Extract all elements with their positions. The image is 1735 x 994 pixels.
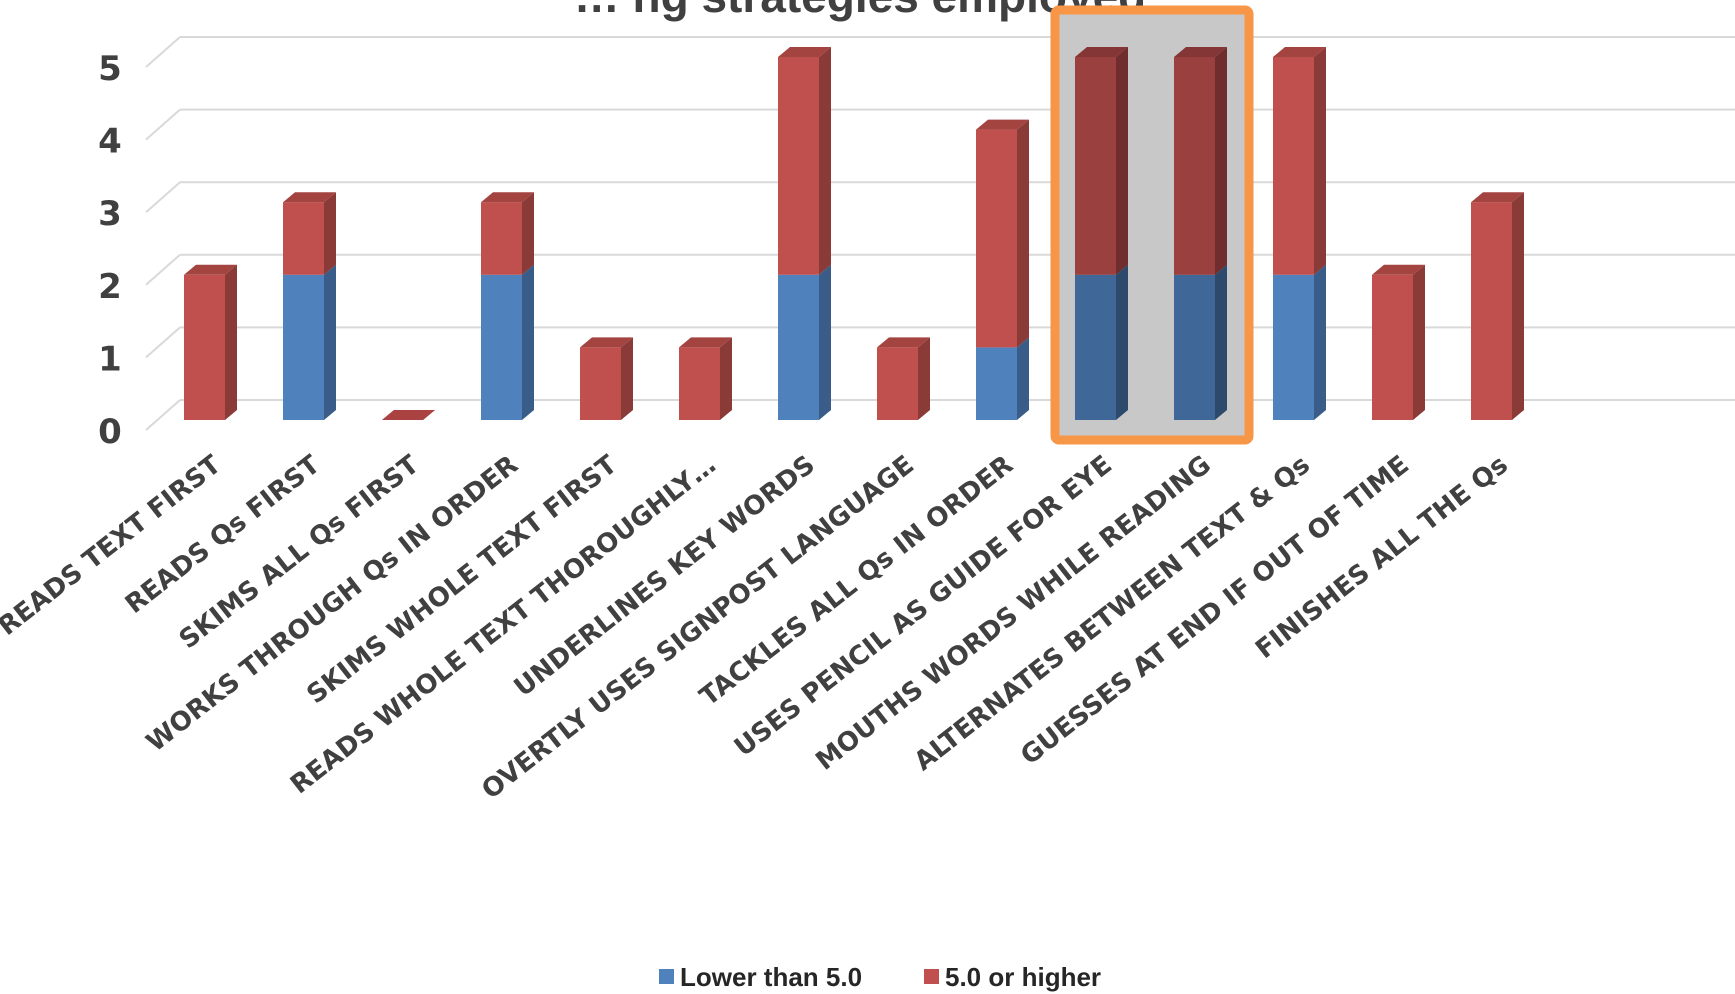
bar-zero [382, 410, 435, 420]
bar-segment [481, 264, 534, 420]
bar-front [877, 347, 918, 420]
y-tick-label: 2 [98, 267, 122, 307]
bar-side [225, 264, 237, 420]
bar-segment [778, 47, 831, 275]
bar-front [283, 274, 324, 420]
bar-side [1512, 192, 1524, 420]
bar-side [1314, 264, 1326, 420]
bar-top [877, 337, 930, 348]
bar-front [976, 129, 1017, 348]
bar-segment [283, 192, 336, 275]
bar-top [481, 192, 534, 203]
y-tick-label: 3 [98, 194, 122, 234]
gridline-diagonal [145, 181, 181, 213]
bar-segment [679, 337, 732, 420]
bar-front [481, 274, 522, 420]
y-tick-label: 1 [98, 339, 122, 379]
x-tick-label: WORKS THROUGH Qs IN ORDER [141, 450, 524, 758]
bar-front [1174, 274, 1215, 420]
bar-top [679, 337, 732, 348]
bar-front [778, 57, 819, 275]
bar-segment [1471, 192, 1524, 420]
bar-front [1075, 57, 1116, 275]
gridline-diagonal [145, 326, 181, 359]
bar-side [918, 337, 930, 420]
bar-front [1075, 274, 1116, 420]
gridline-diagonal [145, 108, 181, 141]
bar-side [1116, 264, 1128, 420]
bar-side [522, 192, 534, 275]
bar-front [283, 202, 324, 275]
bar-side [720, 337, 732, 420]
bar-front [481, 202, 522, 275]
y-tick-label: 0 [98, 412, 122, 452]
bar-top [976, 119, 1029, 130]
gridline-diagonal [145, 399, 181, 431]
bar-top [580, 337, 633, 348]
legend-swatch [659, 969, 674, 984]
bar-segment [1372, 264, 1425, 420]
bar-segment [481, 192, 534, 275]
bar-front [976, 347, 1017, 420]
bar-segment [1273, 47, 1326, 275]
gridline-diagonal [145, 254, 181, 286]
bar-top [1174, 47, 1227, 57]
bar-segment [283, 264, 336, 420]
gridline-diagonal [145, 36, 181, 68]
bar-top [283, 192, 336, 203]
legend-label: 5.0 or higher [945, 962, 1101, 992]
chart-title: … ng strategies employed [574, 0, 1147, 22]
bar-front [1273, 274, 1314, 420]
bar-side [819, 47, 831, 275]
bar-top [1471, 192, 1524, 203]
bar-segment [1174, 47, 1227, 275]
bar-segment [1174, 264, 1227, 420]
bar-front [1372, 274, 1413, 420]
bar-front [1273, 57, 1314, 275]
bar-segment [184, 264, 237, 420]
bar-top [184, 264, 237, 275]
bar-side [819, 264, 831, 420]
bar-front [580, 347, 621, 420]
bar-side [1017, 337, 1029, 420]
bar-top [1273, 47, 1326, 57]
bar-front [1174, 57, 1215, 275]
bar-segment [877, 337, 930, 420]
bar-segment [976, 119, 1029, 348]
bar-segment [1075, 264, 1128, 420]
bar-side [1413, 264, 1425, 420]
bar-side [1314, 47, 1326, 275]
legend-label: Lower than 5.0 [680, 962, 862, 992]
bar-side [1215, 264, 1227, 420]
bar-top [778, 47, 831, 57]
highlight-border [1050, 5, 1254, 445]
bar-side [1017, 119, 1029, 348]
bar-front [778, 274, 819, 420]
bar-front [679, 347, 720, 420]
bar-segment [1273, 264, 1326, 420]
bar-side [522, 264, 534, 420]
bar-front [184, 274, 225, 420]
y-tick-label: 5 [98, 49, 122, 89]
bar-segment [976, 337, 1029, 420]
bar-segment [778, 264, 831, 420]
bar-segment [580, 337, 633, 420]
bar-side [324, 192, 336, 275]
bar-top [1075, 47, 1128, 57]
y-tick-label: 4 [98, 122, 122, 162]
bar-segment [1075, 47, 1128, 275]
bar-side [621, 337, 633, 420]
bar-side [1116, 47, 1128, 275]
bar-top [1372, 264, 1425, 275]
legend-swatch [924, 969, 939, 984]
bar-side [1215, 47, 1227, 275]
bar-side [324, 264, 336, 420]
bar-front [1471, 202, 1512, 420]
